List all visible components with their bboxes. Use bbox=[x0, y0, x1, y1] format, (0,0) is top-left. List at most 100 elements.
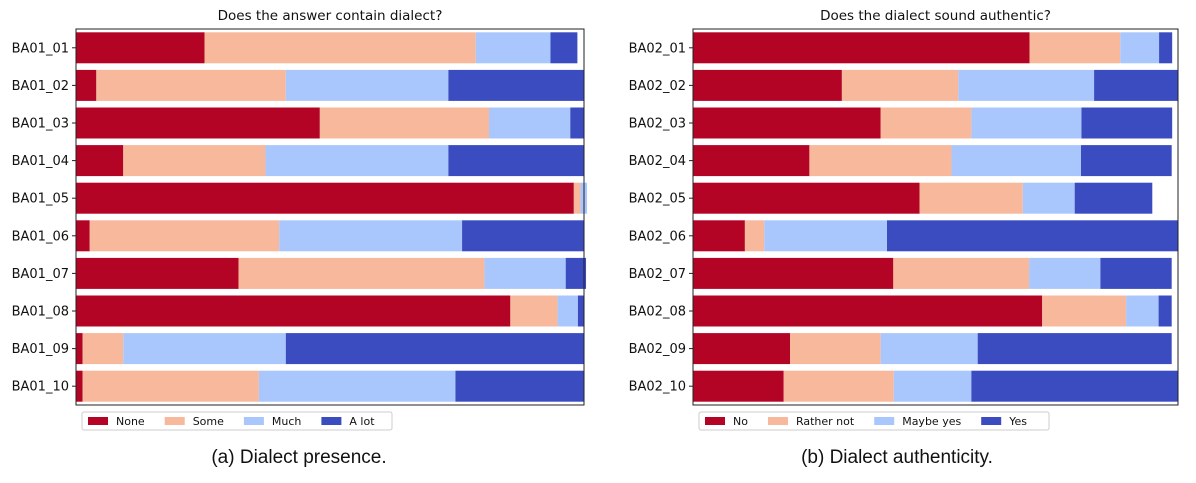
bar-BA02_01-maybe-yes bbox=[1120, 32, 1160, 64]
bar-BA01_03-some bbox=[319, 107, 490, 139]
y-tick-label: BA01_02 bbox=[12, 79, 69, 94]
legend-swatch-some bbox=[164, 417, 185, 425]
bar-BA01_07-none bbox=[76, 257, 239, 289]
bar-BA01_01-much bbox=[475, 32, 551, 64]
bar-BA02_03-yes bbox=[1081, 107, 1173, 139]
bar-BA02_08-no bbox=[693, 295, 1043, 327]
y-tick-label: BA01_01 bbox=[12, 41, 69, 56]
legend-label: Yes bbox=[1008, 415, 1027, 428]
bar-BA02_09-maybe-yes bbox=[880, 333, 978, 365]
plot-frame bbox=[75, 28, 585, 406]
bar-BA01_03-a-lot bbox=[570, 107, 584, 139]
bar-BA02_02-no bbox=[693, 69, 842, 101]
legend-swatch-maybe-yes bbox=[874, 417, 895, 425]
bar-BA02_05-rather-not bbox=[919, 182, 1023, 214]
bar-BA01_01-a-lot bbox=[550, 32, 578, 64]
bar-BA02_10-maybe-yes bbox=[893, 370, 972, 402]
caption-dialect-presence: (a) Dialect presence. bbox=[211, 447, 387, 468]
y-tick-label: BA02_10 bbox=[629, 380, 686, 395]
bar-BA01_10-much bbox=[258, 370, 456, 402]
bar-BA01_10-some bbox=[82, 370, 259, 402]
bar-BA01_04-none bbox=[76, 145, 124, 177]
bar-BA01_10-none bbox=[76, 370, 83, 402]
bar-BA01_06-much bbox=[279, 220, 463, 252]
legend-label: No bbox=[733, 415, 748, 428]
legend-label: Some bbox=[193, 415, 224, 428]
y-tick-label: BA02_09 bbox=[629, 342, 686, 357]
bar-BA01_10-a-lot bbox=[455, 370, 584, 402]
bar-BA01_01-some bbox=[204, 32, 476, 64]
legend-swatch-rather-not bbox=[767, 417, 788, 425]
bar-BA02_06-no bbox=[693, 220, 745, 252]
bar-BA02_07-no bbox=[693, 257, 894, 289]
chart-svg-dialect-authenticity: Does the dialect sound authentic? BA02_01… bbox=[629, 8, 1179, 431]
bar-BA02_10-no bbox=[693, 370, 784, 402]
bar-BA02_04-yes bbox=[1081, 145, 1172, 177]
bar-BA02_05-no bbox=[693, 182, 920, 214]
bar-BA02_05-maybe-yes bbox=[1022, 182, 1075, 214]
bar-BA02_01-rather-not bbox=[1029, 32, 1121, 64]
bar-BA02_06-yes bbox=[887, 220, 1178, 252]
y-tick-label: BA01_04 bbox=[12, 154, 69, 169]
bar-BA02_07-maybe-yes bbox=[1029, 257, 1101, 289]
bar-BA01_07-much bbox=[484, 257, 566, 289]
legend-swatch-yes bbox=[981, 417, 1002, 425]
bar-BA01_04-some bbox=[123, 145, 266, 177]
bar-BA01_02-some bbox=[96, 69, 286, 101]
y-tick-label: BA02_08 bbox=[629, 305, 686, 320]
bar-BA02_05-yes bbox=[1074, 182, 1153, 214]
bar-BA02_08-rather-not bbox=[1042, 295, 1127, 327]
legend-label: None bbox=[116, 415, 145, 428]
legend-label: Rather not bbox=[796, 415, 855, 428]
bar-BA02_06-rather-not bbox=[744, 220, 765, 252]
bar-BA02_02-rather-not bbox=[841, 69, 959, 101]
chart-title: Does the answer contain dialect? bbox=[218, 8, 443, 24]
legend-label: A lot bbox=[349, 415, 375, 428]
plot-frame bbox=[692, 28, 1179, 406]
bar-BA02_08-yes bbox=[1158, 295, 1172, 327]
bar-BA01_08-a-lot bbox=[577, 295, 585, 327]
legend-box bbox=[698, 411, 1050, 431]
bar-BA01_05-some bbox=[573, 182, 581, 214]
legend-label: Maybe yes bbox=[902, 415, 961, 428]
y-tick-label: BA01_03 bbox=[12, 117, 69, 132]
caption-dialect-authenticity: (b) Dialect authenticity. bbox=[801, 447, 993, 468]
bar-BA01_06-a-lot bbox=[462, 220, 584, 252]
y-tick-label: BA01_05 bbox=[12, 192, 69, 207]
bar-BA02_10-rather-not bbox=[783, 370, 894, 402]
bar-BA02_03-no bbox=[693, 107, 881, 139]
y-tick-label: BA01_09 bbox=[12, 342, 69, 357]
bar-BA01_06-none bbox=[76, 220, 90, 252]
bar-BA02_07-rather-not bbox=[893, 257, 1030, 289]
y-tick-label: BA02_06 bbox=[629, 229, 686, 244]
y-tick-label: BA01_08 bbox=[12, 305, 69, 320]
bar-BA02_03-maybe-yes bbox=[971, 107, 1082, 139]
bar-BA02_09-yes bbox=[977, 333, 1172, 365]
bar-BA01_02-none bbox=[76, 69, 97, 101]
bar-BA02_03-rather-not bbox=[880, 107, 972, 139]
bar-BA01_02-a-lot bbox=[448, 69, 584, 101]
bar-BA01_08-some bbox=[510, 295, 558, 327]
y-tick-label: BA01_06 bbox=[12, 229, 69, 244]
bar-BA01_09-much bbox=[123, 333, 286, 365]
y-tick-label: BA02_01 bbox=[629, 41, 686, 56]
chart-svg-dialect-presence: Does the answer contain dialect? BA01_01 B… bbox=[12, 8, 588, 431]
legend-swatch-a-lot bbox=[321, 417, 342, 425]
y-tick-label: BA02_03 bbox=[629, 117, 686, 132]
bar-BA01_03-much bbox=[489, 107, 571, 139]
legend-swatch-none bbox=[88, 417, 108, 425]
bar-BA02_04-rather-not bbox=[809, 145, 952, 177]
y-tick-label: BA02_05 bbox=[629, 192, 686, 207]
bar-BA01_09-none bbox=[76, 333, 83, 365]
bar-BA01_06-some bbox=[89, 220, 280, 252]
bar-BA01_09-a-lot bbox=[285, 333, 584, 365]
bar-BA01_04-a-lot bbox=[448, 145, 584, 177]
bar-BA02_02-yes bbox=[1094, 69, 1178, 101]
chart-panel-dialect-presence: Does the answer contain dialect? BA01_01 B… bbox=[12, 8, 588, 468]
legend-swatch-no bbox=[705, 417, 725, 425]
bar-BA02_08-maybe-yes bbox=[1126, 295, 1159, 327]
bar-BA01_03-none bbox=[76, 107, 320, 139]
bar-BA01_09-some bbox=[82, 333, 124, 365]
bar-BA02_10-yes bbox=[971, 370, 1179, 402]
bar-BA01_01-none bbox=[76, 32, 205, 64]
